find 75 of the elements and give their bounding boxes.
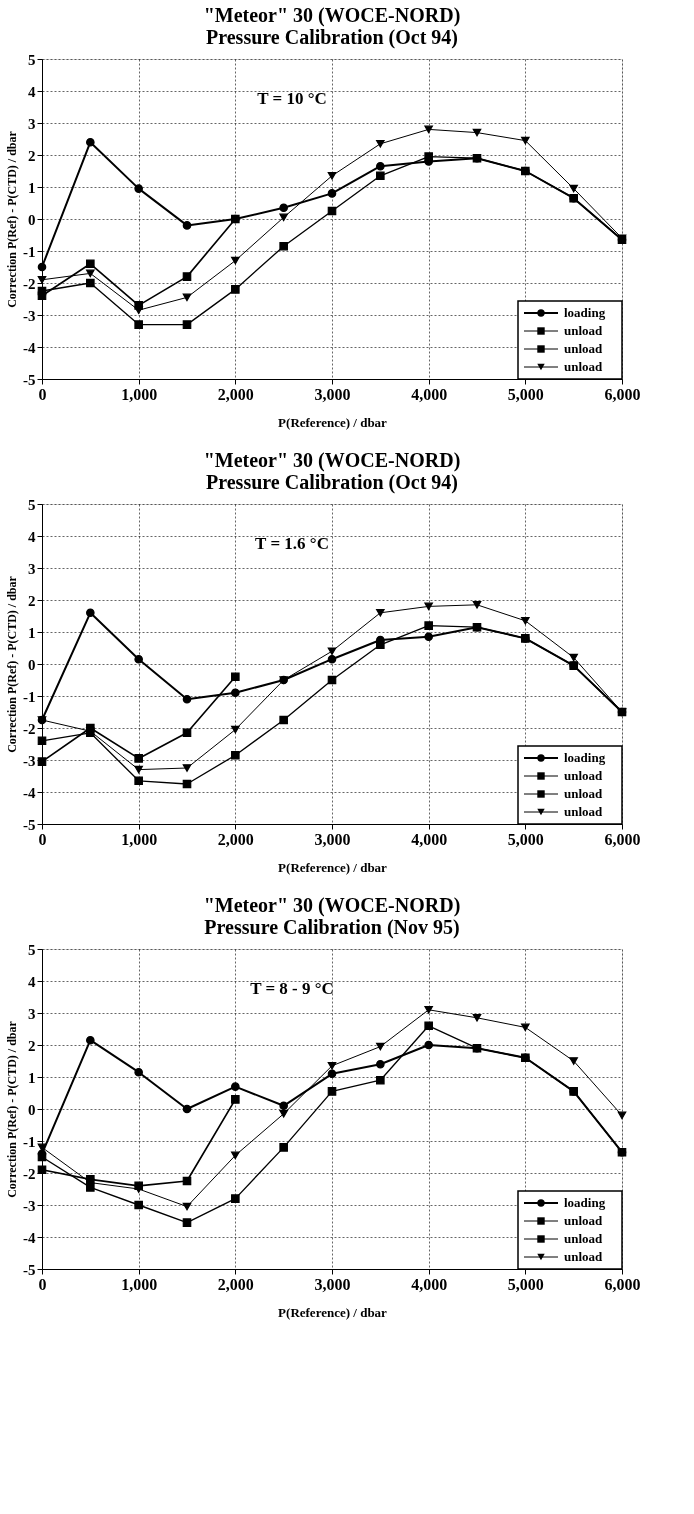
x-tick-label: 6,000 [604,1275,641,1293]
y-tick-label: 1 [28,624,36,641]
x-tick-label: 4,000 [411,830,448,848]
chart-title: "Meteor" 30 (WOCE-NORD) Pressure Calibration (Nov 95) [203,894,461,939]
x-tick-label: 1,000 [121,385,158,403]
y-tick-label: -4 [23,339,36,356]
x-tick-label: 6,000 [604,830,641,848]
y-tick-label: 3 [28,560,36,577]
x-tick-label: 5,000 [507,1275,544,1293]
y-tick-label: -2 [23,275,36,292]
annotation: T = 1.6 °C [255,534,329,553]
x-tick-label: 5,000 [507,385,544,403]
x-tick-label: 4,000 [411,385,448,403]
y-tick-label: -1 [23,688,36,705]
annotation: T = 10 °C [257,89,327,108]
x-tick-label: 6,000 [604,385,641,403]
annotation: T = 8 - 9 °C [250,979,334,998]
legend-label: unload [564,804,604,819]
legend-label: unload [564,768,604,783]
y-axis-title: Correction P(Ref) - P(CTD) / dbar [5,1020,19,1198]
y-tick-label: 4 [28,83,36,100]
y-tick-label: 1 [28,179,36,196]
y-tick-label: -5 [23,816,36,833]
x-tick-label: 5,000 [507,830,544,848]
y-tick-label: 2 [28,592,36,609]
y-tick-label: -1 [23,1133,36,1150]
x-axis-title: P(Reference) / dbar [278,414,388,430]
y-tick-label: -2 [23,1165,36,1182]
x-tick-label: 4,000 [411,1275,448,1293]
y-tick-label: 0 [28,1101,36,1118]
y-tick-label: -3 [23,1197,36,1214]
y-tick-label: 3 [28,115,36,132]
y-tick-label: 5 [28,941,36,958]
y-tick-label: -5 [23,371,36,388]
y-tick-label: -3 [23,307,36,324]
chart-title: "Meteor" 30 (WOCE-NORD) Pressure Calibration (Oct 94) [203,4,461,49]
y-tick-label: 0 [28,656,36,673]
x-tick-label: 3,000 [314,1275,351,1293]
x-tick-label: 1,000 [121,830,158,848]
y-tick-label: 1 [28,1069,36,1086]
y-axis-title: Correction P(Ref) - P(CTD) / dbar [5,575,19,753]
y-tick-label: 4 [28,528,36,545]
x-axis-title: P(Reference) / dbar [278,1304,388,1320]
legend-label: unload [564,1249,604,1264]
x-tick-label: 2,000 [217,1275,254,1293]
x-axis-title: P(Reference) / dbar [278,859,388,875]
y-tick-label: -5 [23,1261,36,1278]
y-tick-label: -4 [23,784,36,801]
chart-title: "Meteor" 30 (WOCE-NORD) Pressure Calibration (Oct 94) [203,449,461,494]
y-tick-label: 4 [28,973,36,990]
y-tick-label: -3 [23,752,36,769]
legend-label: unload [564,341,604,356]
y-tick-label: 2 [28,147,36,164]
y-tick-label: 5 [28,51,36,68]
legend-label: unload [564,359,604,374]
y-tick-label: 3 [28,1005,36,1022]
y-tick-label: 5 [28,496,36,513]
y-axis-title: Correction P(Ref) - P(CTD) / dbar [5,130,19,308]
x-tick-label: 2,000 [217,830,254,848]
y-tick-label: -1 [23,243,36,260]
legend-label: loading [564,305,606,320]
y-tick-label: -2 [23,720,36,737]
x-tick-label: 3,000 [314,830,351,848]
legend-label: unload [564,786,604,801]
y-tick-label: 2 [28,1037,36,1054]
legend-label: loading [564,750,606,765]
x-tick-label: 1,000 [121,1275,158,1293]
y-tick-label: 0 [28,211,36,228]
legend-label: unload [564,1213,604,1228]
x-tick-label: 2,000 [217,385,254,403]
legend-label: unload [564,1231,604,1246]
legend-label: unload [564,323,604,338]
y-tick-label: -4 [23,1229,36,1246]
legend-label: loading [564,1195,606,1210]
x-tick-label: 3,000 [314,385,351,403]
